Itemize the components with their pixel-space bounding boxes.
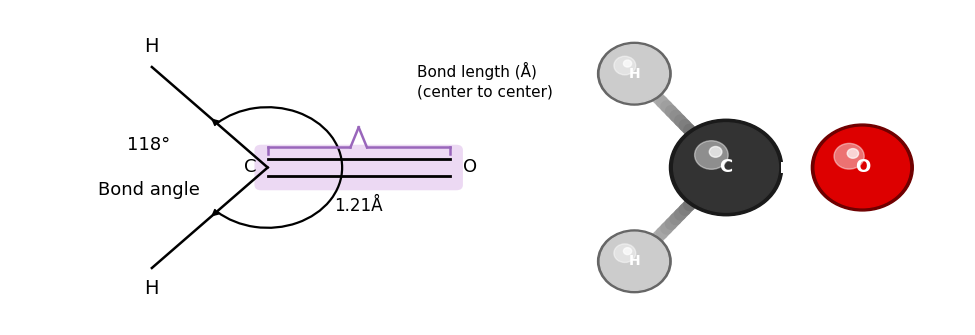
Text: 118°: 118° [127, 136, 171, 154]
Text: H: H [144, 37, 159, 56]
Bar [781, 162, 807, 173]
Circle shape [709, 146, 722, 157]
Circle shape [694, 141, 728, 169]
Text: O: O [855, 158, 870, 177]
Text: H: H [144, 279, 159, 298]
Circle shape [834, 143, 864, 169]
Text: H: H [629, 254, 641, 268]
Circle shape [847, 149, 859, 158]
Circle shape [811, 124, 914, 211]
Circle shape [601, 45, 669, 103]
Circle shape [598, 42, 671, 105]
Circle shape [623, 60, 632, 67]
Circle shape [601, 232, 669, 290]
Text: Bond length (Å)
(center to center): Bond length (Å) (center to center) [416, 62, 553, 99]
Text: O: O [463, 158, 477, 177]
Circle shape [598, 230, 671, 293]
Circle shape [815, 127, 910, 208]
FancyBboxPatch shape [254, 145, 463, 190]
Text: C: C [244, 158, 256, 177]
Circle shape [670, 119, 783, 216]
Circle shape [614, 56, 636, 75]
Text: H: H [629, 67, 641, 81]
Circle shape [614, 244, 636, 262]
Circle shape [623, 248, 632, 255]
Text: 1.21Å: 1.21Å [334, 197, 383, 215]
Text: C: C [720, 158, 732, 177]
Circle shape [674, 123, 778, 212]
Text: Bond angle: Bond angle [98, 181, 200, 199]
